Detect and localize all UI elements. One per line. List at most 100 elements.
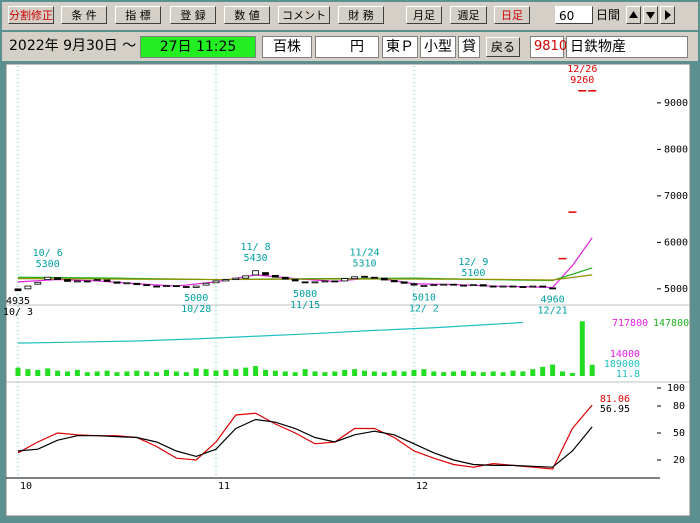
volume-bar [173, 371, 179, 376]
candle [291, 279, 299, 282]
candle [83, 280, 91, 283]
button[interactable]: コメント [278, 6, 330, 24]
button[interactable]: 分割修正 [8, 6, 54, 24]
moving-average [17, 274, 593, 281]
candle [252, 270, 260, 276]
scroll-down[interactable] [643, 6, 658, 24]
x-tick-label: 12 [416, 481, 428, 492]
volume-bar [233, 369, 239, 376]
volume-bar [55, 370, 61, 376]
volume-bar [154, 372, 160, 376]
button[interactable]: 月足 [406, 6, 442, 24]
candle [549, 287, 556, 290]
volume-bar [510, 370, 516, 376]
volume-bar [371, 371, 377, 376]
annotation-date: 12/26 [567, 64, 597, 75]
annotation-date: 10/ 6 [33, 248, 63, 259]
volume-bar [35, 369, 41, 376]
volume-bar [272, 370, 278, 376]
volume-bar [74, 369, 80, 376]
candle [400, 281, 408, 284]
stock-name: 日鉄物産 [566, 36, 688, 58]
volume-label: 189000 [604, 359, 640, 370]
annotation-date: 12/21 [538, 306, 568, 317]
button[interactable]: 登 録 [170, 6, 216, 24]
candle [479, 284, 487, 287]
y-tick-label: 80 [673, 401, 685, 412]
volume-bar [480, 372, 486, 376]
icon [629, 11, 638, 18]
volume-bar [203, 369, 209, 376]
current-time: 27日 11:25 [140, 36, 256, 58]
volume-bar [381, 372, 387, 376]
candle [351, 276, 359, 280]
volume-bar [332, 371, 338, 376]
candle [430, 284, 438, 287]
candle [14, 288, 22, 292]
volume-bar [253, 366, 259, 376]
volume-bar [25, 369, 31, 376]
volume-bar [144, 371, 150, 376]
volume-bar [530, 369, 536, 376]
y-tick-label: 100 [667, 383, 685, 394]
candle [93, 279, 101, 281]
annotation-date: 12/ 9 [458, 257, 488, 268]
candle [34, 281, 42, 285]
stochastic-line [17, 404, 593, 470]
back-button[interactable]: 戻る [486, 37, 520, 57]
volume-bar [302, 369, 308, 376]
button[interactable]: 数 値 [224, 6, 270, 24]
candle [64, 279, 71, 282]
volume-bar [84, 372, 90, 376]
annotation-date: 11/ 8 [241, 242, 271, 253]
volume-bar [164, 369, 169, 376]
candle [24, 285, 32, 290]
span-unit: 日間 [596, 8, 621, 22]
volume-bar [520, 371, 526, 376]
candle [143, 284, 151, 287]
y-tick-label: 50 [673, 428, 685, 439]
span-select[interactable]: 60 [555, 6, 593, 24]
annotation-value: 5000 [184, 293, 208, 304]
volume-bar [45, 368, 51, 376]
volume-bar [500, 372, 506, 376]
volume-bar [352, 369, 358, 376]
candle [103, 279, 111, 282]
volume-bar [461, 370, 466, 376]
volume-bar [104, 370, 110, 376]
button[interactable]: 財 務 [338, 6, 384, 24]
volume-bar [223, 369, 229, 376]
volume-bar [401, 371, 407, 376]
currency-select[interactable]: 円 [315, 36, 379, 58]
candle [153, 285, 161, 288]
button[interactable]: 週足 [450, 6, 487, 24]
y-tick-label: 7000 [664, 191, 688, 202]
button[interactable]: 条 件 [61, 6, 107, 24]
candle [509, 285, 517, 288]
button[interactable]: 指 標 [115, 6, 161, 24]
icon [665, 10, 671, 20]
button[interactable]: 日足 [494, 6, 530, 24]
candle [222, 279, 230, 282]
stochastic-label: 81.06 [600, 394, 630, 405]
candle [54, 277, 61, 280]
candle [420, 285, 428, 287]
x-tick-label: 11 [218, 481, 230, 492]
y-tick-label: 20 [673, 455, 685, 466]
annotation-date: 10/ 3 [3, 307, 33, 318]
candle [232, 277, 240, 280]
market: 東Ｐ [382, 36, 418, 58]
y-tick-label: 5000 [664, 284, 688, 295]
candle [262, 272, 269, 276]
volume-label: 147800 [653, 318, 689, 329]
annotation-date: 11/24 [349, 247, 379, 258]
volume-label: 717800 [612, 318, 648, 329]
scroll-right[interactable] [660, 6, 675, 24]
candle [460, 284, 467, 287]
annotation-date: 12/ 2 [409, 303, 439, 314]
scroll-up[interactable] [626, 6, 641, 24]
volume-bar [589, 364, 595, 376]
stochastic-label: 56.95 [600, 404, 630, 415]
candle [281, 276, 289, 280]
candle [163, 285, 170, 287]
